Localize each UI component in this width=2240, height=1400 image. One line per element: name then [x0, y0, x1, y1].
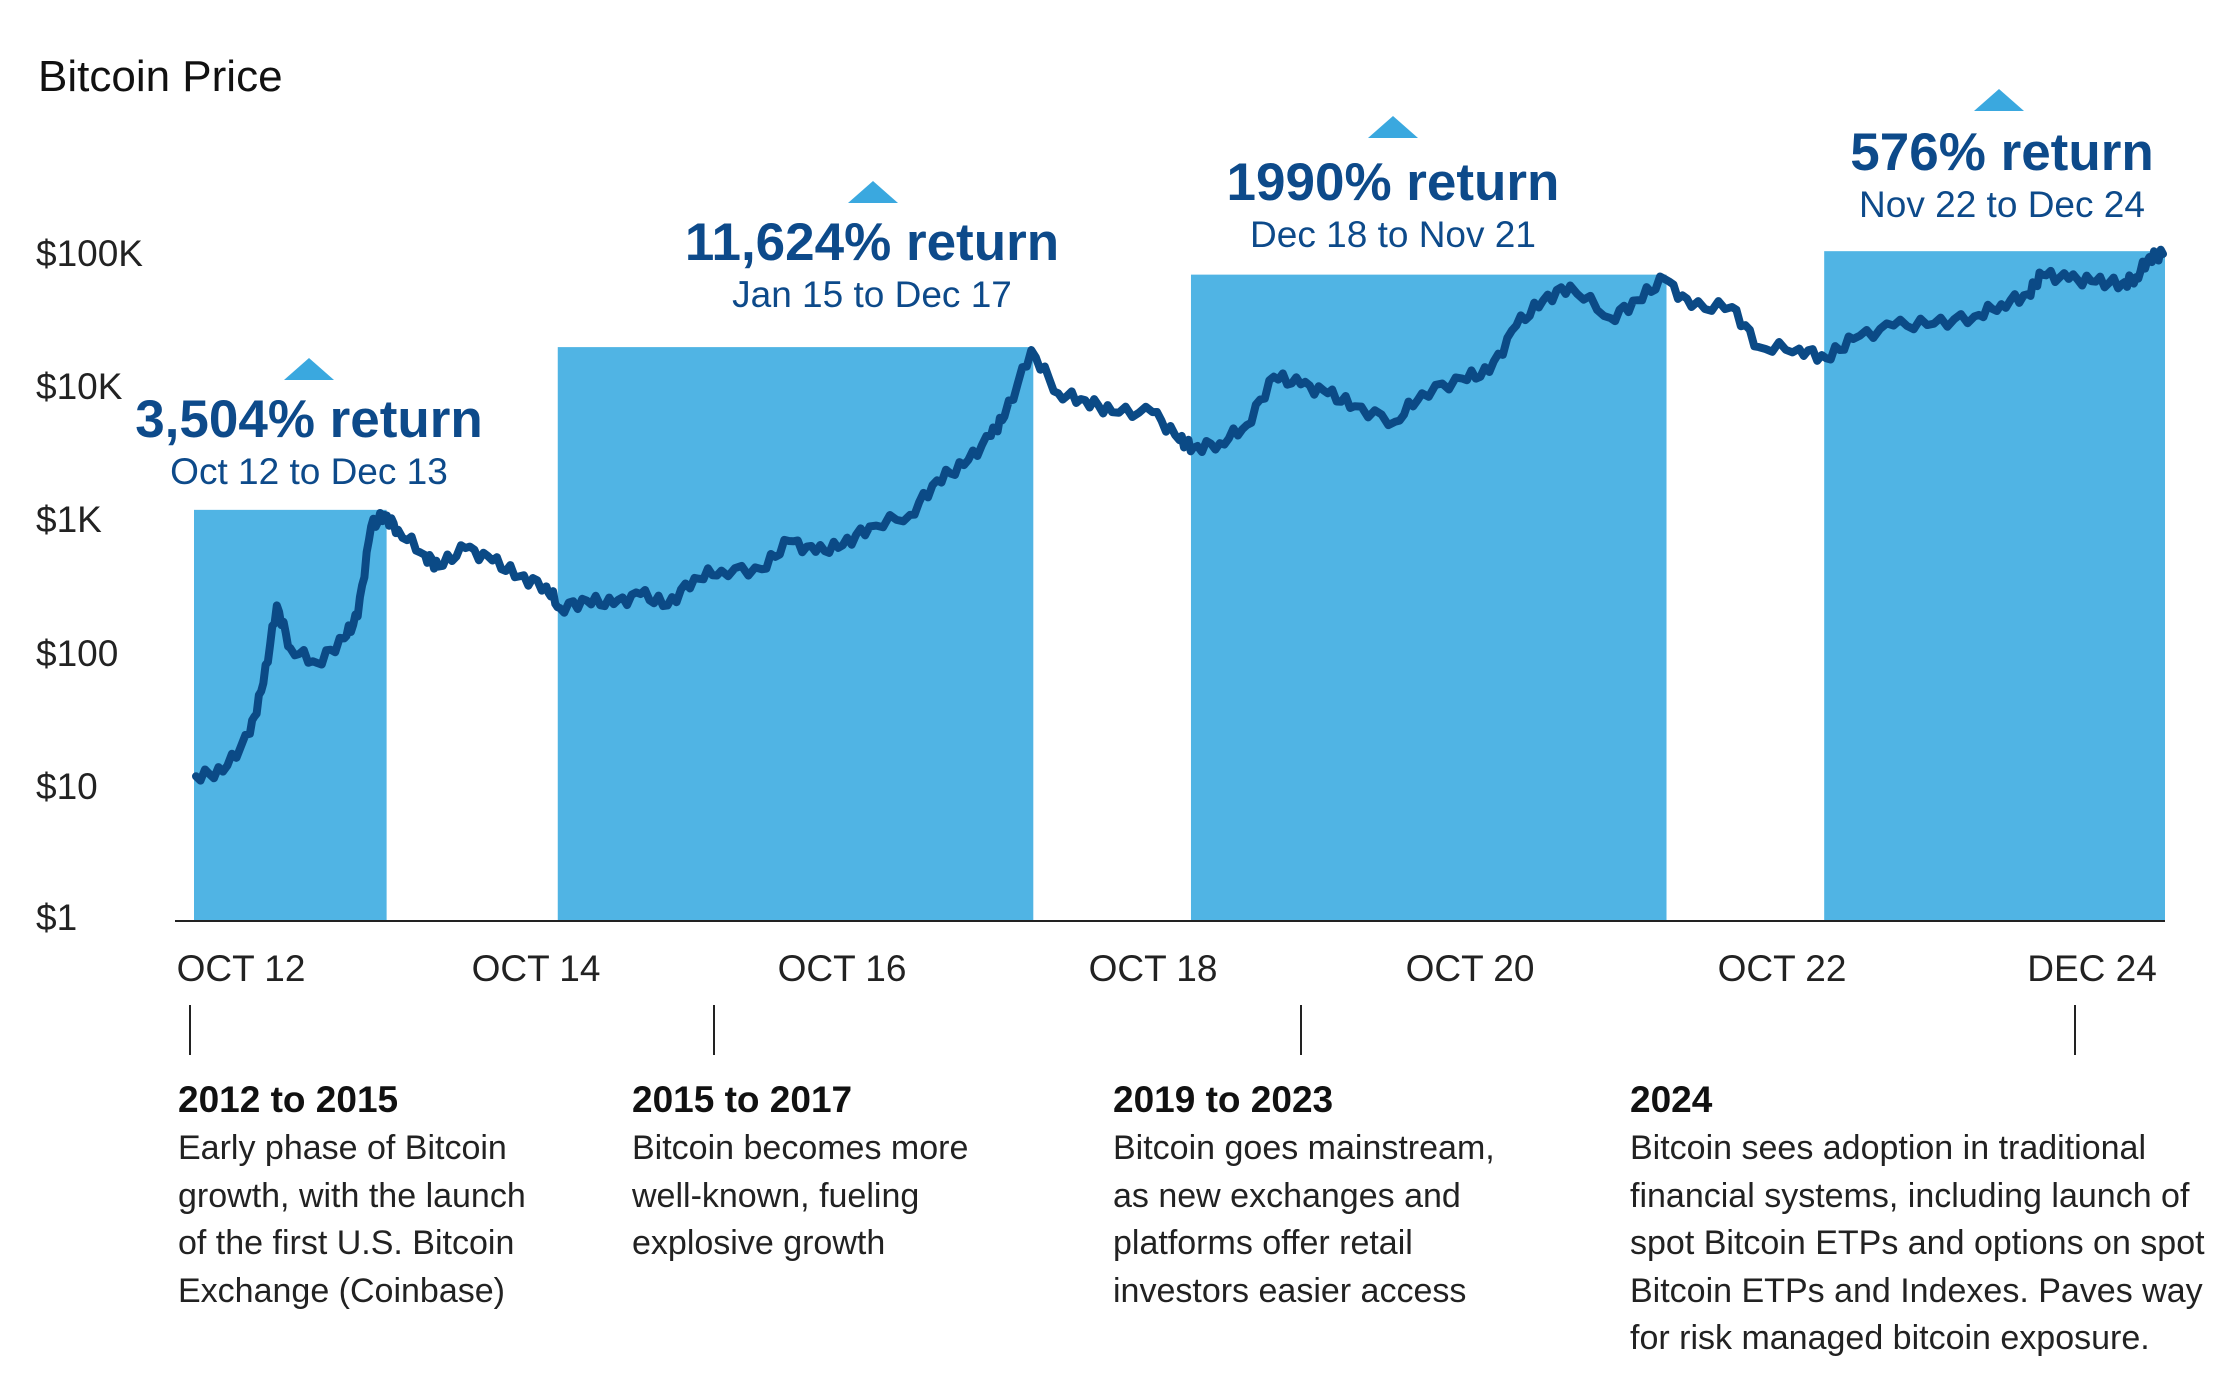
highlight-period-bar: [1190, 274, 1667, 920]
highlight-period-bar: [557, 347, 1034, 921]
era-heading: 2015 to 2017: [632, 1079, 853, 1120]
era-text: explosive growth: [632, 1224, 886, 1262]
era-description: 2024 Bitcoin sees adoption in traditiona…: [1630, 1075, 2205, 1363]
era-heading: 2019 to 2023: [1113, 1079, 1334, 1120]
return-period: Dec 18 to Nov 21: [1250, 214, 1536, 255]
era-text: spot Bitcoin ETPs and options on spot: [1630, 1224, 2205, 1262]
era-text: financial systems, including launch of: [1630, 1176, 2190, 1215]
return-value: 1990% return: [1226, 153, 1560, 212]
era-text: Bitcoin sees adoption in traditional: [1630, 1129, 2146, 1167]
y-tick-label: $1K: [36, 499, 102, 540]
era-description: 2012 to 2015 Early phase of Bitcoin grow…: [178, 1075, 526, 1315]
era-description: 2019 to 2023 Bitcoin goes mainstream, as…: [1113, 1075, 1495, 1315]
era-text: investors easier access: [1113, 1271, 1467, 1310]
x-tick-label: OCT 12: [176, 948, 306, 989]
highlight-period-bar: [1824, 251, 2165, 920]
x-tick-label: OCT 20: [1405, 948, 1535, 989]
era-text: of the first U.S. Bitcoin: [178, 1224, 515, 1262]
x-tick-label: OCT 16: [777, 948, 907, 989]
era-text: for risk managed bitcoin exposure.: [1630, 1319, 2150, 1357]
era-text: platforms offer retail: [1113, 1224, 1413, 1262]
return-period: Nov 22 to Dec 24: [1859, 184, 2145, 225]
up-triangle-icon: [848, 181, 898, 203]
era-text: Exchange (Coinbase): [178, 1271, 505, 1310]
y-tick-label: $10K: [36, 366, 123, 407]
era-text: well-known, fueling: [632, 1176, 920, 1215]
return-value: 11,624% return: [684, 213, 1060, 272]
x-tick-label: OCT 18: [1088, 948, 1218, 989]
return-value: 3,504% return: [135, 390, 483, 449]
timeline-marker: [189, 1005, 191, 1055]
return-period: Jan 15 to Dec 17: [732, 274, 1012, 315]
x-tick-label: DEC 24: [2027, 948, 2157, 989]
x-tick-label: OCT 14: [471, 948, 601, 989]
up-triangle-icon: [1368, 116, 1418, 138]
era-text: as new exchanges and: [1113, 1176, 1461, 1215]
era-text: Bitcoin becomes more: [632, 1129, 969, 1167]
era-heading: 2012 to 2015: [178, 1079, 399, 1120]
y-tick-label: $100: [36, 633, 119, 674]
y-tick-label: $100K: [36, 233, 143, 274]
return-annotation: 1990% return Dec 18 to Nov 21: [1227, 153, 1560, 257]
timeline-marker: [1300, 1005, 1302, 1055]
up-triangle-icon: [284, 358, 334, 380]
era-text: growth, with the launch: [178, 1176, 526, 1215]
era-text: Early phase of Bitcoin: [178, 1129, 507, 1167]
x-tick-label: OCT 22: [1717, 948, 1847, 989]
return-annotation: 576% return Nov 22 to Dec 24: [1850, 123, 2153, 227]
y-tick-label: $10: [36, 766, 98, 807]
y-tick-label: $1: [36, 897, 78, 938]
era-text: Bitcoin ETPs and Indexes. Paves way: [1630, 1271, 2203, 1310]
era-text: Bitcoin goes mainstream,: [1113, 1129, 1495, 1167]
price-line: [192, 245, 2167, 785]
era-description: 2015 to 2017 Bitcoin becomes more well-k…: [632, 1075, 968, 1268]
highlight-period-bar: [194, 509, 387, 920]
return-annotation: 11,624% return Jan 15 to Dec 17: [685, 213, 1059, 317]
return-value: 576% return: [1850, 123, 2154, 182]
chart-title: Bitcoin Price: [38, 52, 283, 101]
up-triangle-icon: [1974, 89, 2024, 111]
era-heading: 2024: [1630, 1079, 1713, 1120]
timeline-marker: [713, 1005, 715, 1055]
return-period: Oct 12 to Dec 13: [170, 451, 448, 492]
timeline-marker: [2074, 1005, 2076, 1055]
return-annotation: 3,504% return Oct 12 to Dec 13: [135, 390, 483, 494]
